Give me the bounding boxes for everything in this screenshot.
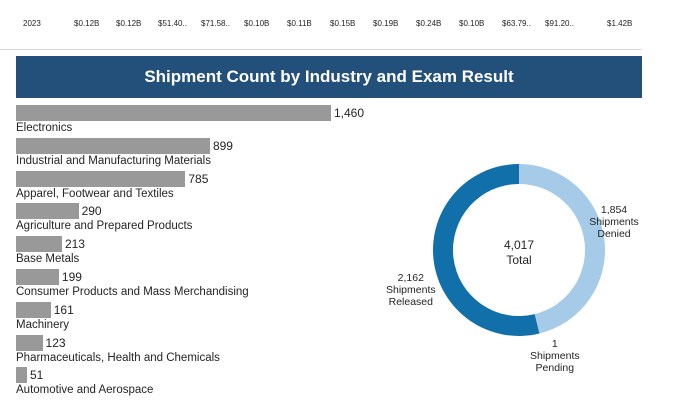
donut-slice[interactable] xyxy=(519,164,605,334)
bar[interactable] xyxy=(16,105,331,121)
bar-category-label: Electronics xyxy=(16,122,73,134)
denied-label: 1,854 Shipments Denied xyxy=(584,204,644,240)
bar-category-label: Base Metals xyxy=(16,253,80,266)
summary-value: $0.10B xyxy=(459,19,485,28)
bar[interactable] xyxy=(16,170,186,187)
bar[interactable] xyxy=(16,367,27,384)
bar-category-label: Industrial and Manufacturing Materials xyxy=(16,154,211,167)
chart-title: Shipment Count by Industry and Exam Resu… xyxy=(144,67,514,86)
donut-slice[interactable] xyxy=(433,164,540,336)
bar-value-label: 51 xyxy=(30,368,44,383)
bar-category-label: Automotive and Aerospace xyxy=(16,384,154,397)
bar-value-label: 785 xyxy=(188,171,209,186)
summary-value: $0.11B xyxy=(287,19,312,28)
denied-name-2: Denied xyxy=(597,228,631,240)
chart-title-bar: Shipment Count by Industry and Exam Resu… xyxy=(16,56,642,98)
pending-name-1: Shipments xyxy=(530,350,580,362)
bar-category-label: Pharmaceuticals, Health and Chemicals xyxy=(16,351,220,364)
released-name-1: Shipments xyxy=(386,284,436,296)
bar[interactable] xyxy=(16,269,59,285)
bar-value-label: 899 xyxy=(212,138,233,153)
bar[interactable] xyxy=(16,137,210,154)
bar-category-label: Apparel, Footwear and Textiles xyxy=(16,187,174,200)
summary-value: $0.24B xyxy=(416,19,442,28)
bar-value-label: 290 xyxy=(81,204,102,219)
bar-category-label: Consumer Products and Mass Merchandising xyxy=(16,286,249,298)
pending-label: 1 Shipments Pending xyxy=(530,338,580,374)
bar-category-label: Machinery xyxy=(16,318,70,331)
exam-result-donut-chart: 4,017 Total 1,854 Shipments Denied 1 Shi… xyxy=(380,150,673,407)
released-label: 2,162 Shipments Released xyxy=(386,272,436,308)
summary-value: $63.79.. xyxy=(502,19,531,28)
bar[interactable] xyxy=(16,236,62,253)
released-value: 2,162 xyxy=(397,272,424,284)
bar[interactable] xyxy=(16,334,43,351)
donut-center-value: 4,017 xyxy=(503,238,535,252)
bar[interactable] xyxy=(16,203,79,220)
industry-bar-chart: 1,460 Electronics 899 Industrial and Manufa… xyxy=(16,105,365,397)
denied-value: 1,854 xyxy=(600,204,628,216)
pending-value: 1 xyxy=(551,338,558,350)
pending-name-2: Pending xyxy=(535,362,575,374)
bar[interactable] xyxy=(16,301,51,318)
released-name-2: Released xyxy=(388,296,433,308)
bar-value-label: 1,460 xyxy=(334,106,365,120)
bar-value-label: 199 xyxy=(61,270,82,284)
summary-value: $0.12B xyxy=(74,19,100,28)
bar-value-label: 213 xyxy=(64,237,85,252)
summary-value: $71.58.. xyxy=(201,19,230,28)
denied-name-1: Shipments xyxy=(589,216,639,228)
summary-value: $91.20.. xyxy=(545,19,574,28)
top-summary-row: 2023 $0.12B $0.12B $51.40.. $71.58.. $0.… xyxy=(0,0,642,50)
summary-value: $0.15B xyxy=(330,19,356,28)
summary-value: $51.40.. xyxy=(158,19,187,28)
summary-value: $0.12B xyxy=(116,19,142,28)
summary-value: $0.19B xyxy=(373,19,399,28)
summary-value: $0.10B xyxy=(244,19,270,28)
bar-value-label: 161 xyxy=(53,302,74,317)
donut-slice[interactable] xyxy=(534,314,540,334)
bar-value-label: 123 xyxy=(45,335,66,350)
bar-category-label: Agriculture and Prepared Products xyxy=(16,220,193,233)
year-label: 2023 xyxy=(23,19,41,28)
donut-svg xyxy=(433,164,605,336)
summary-value: $1.42B xyxy=(607,19,633,28)
donut-center-label: Total xyxy=(506,253,532,267)
